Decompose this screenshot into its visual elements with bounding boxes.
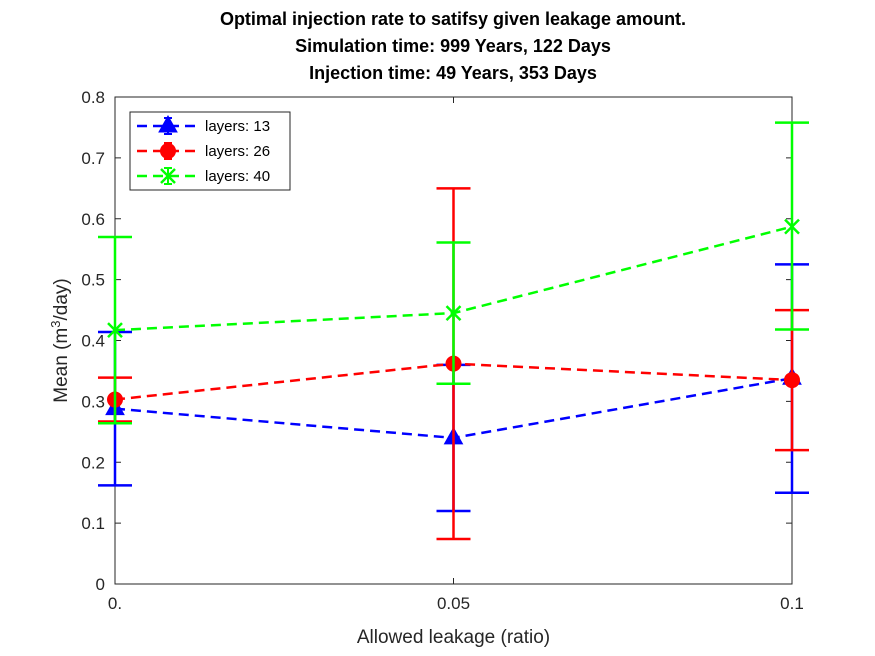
- x-axis-label: Allowed leakage (ratio): [357, 627, 550, 648]
- data-point-triangle: [158, 114, 178, 133]
- y-axis-label: Mean (m3/day): [48, 278, 72, 402]
- y-tick-label: 0.3: [81, 392, 105, 411]
- y-tick-label: 0.4: [81, 332, 105, 351]
- title-line-2: Simulation time: 999 Years, 122 Days: [295, 36, 611, 56]
- y-tick-label: 0.5: [81, 271, 105, 290]
- title-line-1: Optimal injection rate to satifsy given …: [220, 9, 686, 29]
- x-marker-stroke: [160, 168, 176, 184]
- x-marker-stroke: [445, 305, 462, 321]
- y-tick-label: 0.2: [81, 453, 105, 472]
- x-marker-stroke: [784, 218, 800, 235]
- y-tick-label: 0.6: [81, 210, 105, 229]
- data-point-circle: [160, 143, 176, 159]
- chart-title: Optimal injection rate to satifsy given …: [220, 9, 686, 83]
- x-tick-label: 0.05: [437, 594, 470, 613]
- legend-label: layers: 13: [205, 118, 270, 135]
- data-point-x: [784, 218, 800, 235]
- x-tick-label: 0.: [108, 594, 122, 613]
- title-line-3: Injection time: 49 Years, 353 Days: [309, 63, 597, 83]
- y-tick-label: 0: [96, 575, 105, 594]
- data-point-x: [160, 168, 176, 184]
- data-point-x: [107, 322, 123, 339]
- legend-entry: layers: 26: [137, 142, 270, 160]
- data-point-x: [445, 305, 462, 321]
- data-series: [98, 121, 809, 541]
- legend-label: layers: 40: [205, 168, 270, 185]
- x-tick-label: 0.1: [780, 594, 804, 613]
- legend-entry: layers: 40: [137, 167, 270, 185]
- y-tick-label: 0.1: [81, 514, 105, 533]
- data-point-circle: [784, 372, 800, 389]
- series-3: [98, 121, 809, 425]
- y-tick-label: 0.7: [81, 149, 105, 168]
- y-tick-label: 0.8: [81, 88, 105, 107]
- x-marker-stroke: [107, 322, 123, 339]
- legend-label: layers: 26: [205, 143, 270, 160]
- legend-entry: layers: 13: [137, 114, 270, 135]
- legend: layers: 13 layers: 26 layers: 40: [129, 111, 291, 191]
